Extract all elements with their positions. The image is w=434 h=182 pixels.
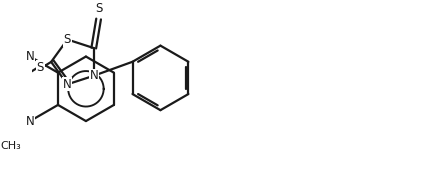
Text: CH₃: CH₃ (0, 141, 21, 151)
Text: N: N (89, 69, 98, 82)
Text: S: S (64, 33, 71, 46)
Text: S: S (36, 61, 44, 74)
Text: N: N (26, 50, 34, 63)
Text: N: N (26, 115, 34, 128)
Text: N: N (63, 78, 72, 91)
Text: S: S (95, 2, 102, 15)
